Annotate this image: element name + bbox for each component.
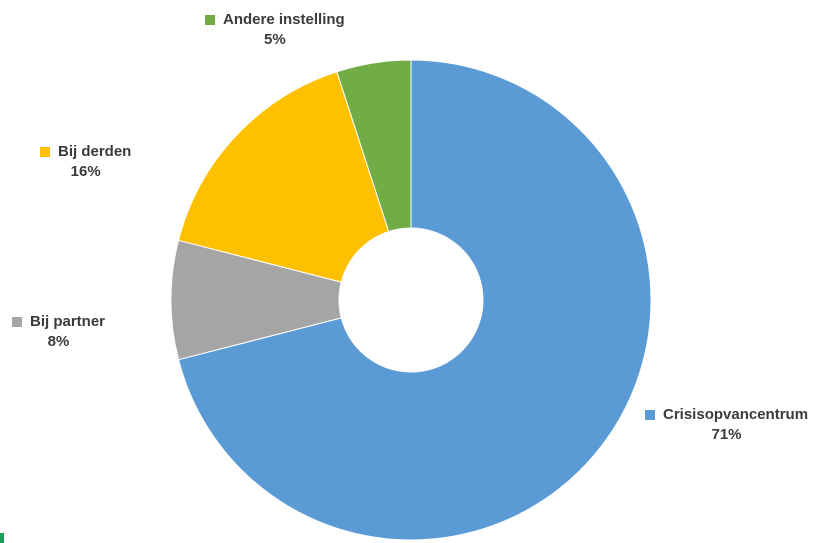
page-edge-mark (0, 533, 4, 543)
percent-label: 71% (711, 426, 742, 443)
category-label: Bij partner (30, 313, 106, 330)
slice-label-bij-partner: Bij partner 8% (12, 312, 105, 352)
donut-slices (170, 59, 652, 541)
slice-andere-instelling (336, 59, 412, 233)
slice-label-bij-derden: Bij derden 16% (40, 142, 131, 182)
slice-label-crisisopvancentrum: Crisisopvancentrum 71% (645, 405, 808, 445)
slice-label-andere-instelling: Andere instelling 5% (205, 10, 345, 50)
legend-swatch-andere-instelling (205, 15, 215, 25)
legend-swatch-bij-partner (12, 317, 22, 327)
percent-label: 5% (264, 31, 286, 48)
category-label: Bij derden (58, 143, 132, 160)
slice-bij-derden (177, 71, 390, 283)
percent-label: 8% (47, 333, 70, 350)
percent-label: 16% (70, 163, 101, 180)
legend-swatch-crisisopvancentrum (645, 410, 655, 420)
category-label: Crisisopvancentrum (663, 406, 809, 423)
legend-swatch-bij-derden (40, 147, 50, 157)
category-label: Andere instelling (223, 11, 345, 28)
slice-crisisopvancentrum (177, 59, 652, 541)
